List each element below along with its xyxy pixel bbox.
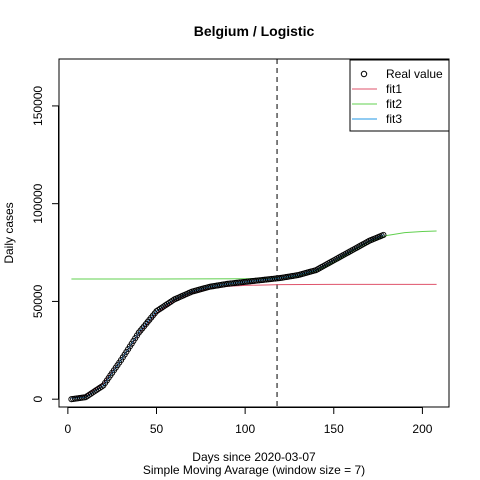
plot-layer [68,59,437,407]
x-tick-label: 50 [150,422,164,436]
series-line-fit3 [71,234,384,399]
legend-label-fit1: fit1 [386,82,402,96]
data-point [380,231,387,239]
legend-label-fit2: fit2 [386,97,402,111]
legend-label-fit3: fit3 [386,112,402,126]
x-axis-label: Days since 2020-03-07 [192,450,316,464]
x-tick-label: 200 [412,422,432,436]
x-tick-label: 0 [65,422,72,436]
y-tick-label: 150000 [31,86,45,126]
y-tick-label: 0 [31,396,45,403]
y-axis-label: Daily cases [2,202,16,263]
data-point [98,383,105,390]
series-line-fit1 [71,283,437,399]
chart-subtitle: Simple Moving Avarage (window size = 7) [143,463,365,477]
x-axis: 0 50 100 150 200 [65,407,433,436]
y-tick-label: 100000 [31,183,45,223]
series-line-fit2 [71,230,437,280]
legend-label-real-value: Real value [386,67,443,81]
chart-title: Belgium / Logistic [194,23,315,39]
legend-marker-real-value [360,70,368,78]
x-tick-label: 150 [324,422,344,436]
legend: Real value fit1 fit2 fit3 [349,59,450,132]
y-tick-label: 50000 [31,284,45,318]
x-tick-label: 100 [235,422,255,436]
y-axis: 0 50000 100000 150000 [31,86,59,403]
